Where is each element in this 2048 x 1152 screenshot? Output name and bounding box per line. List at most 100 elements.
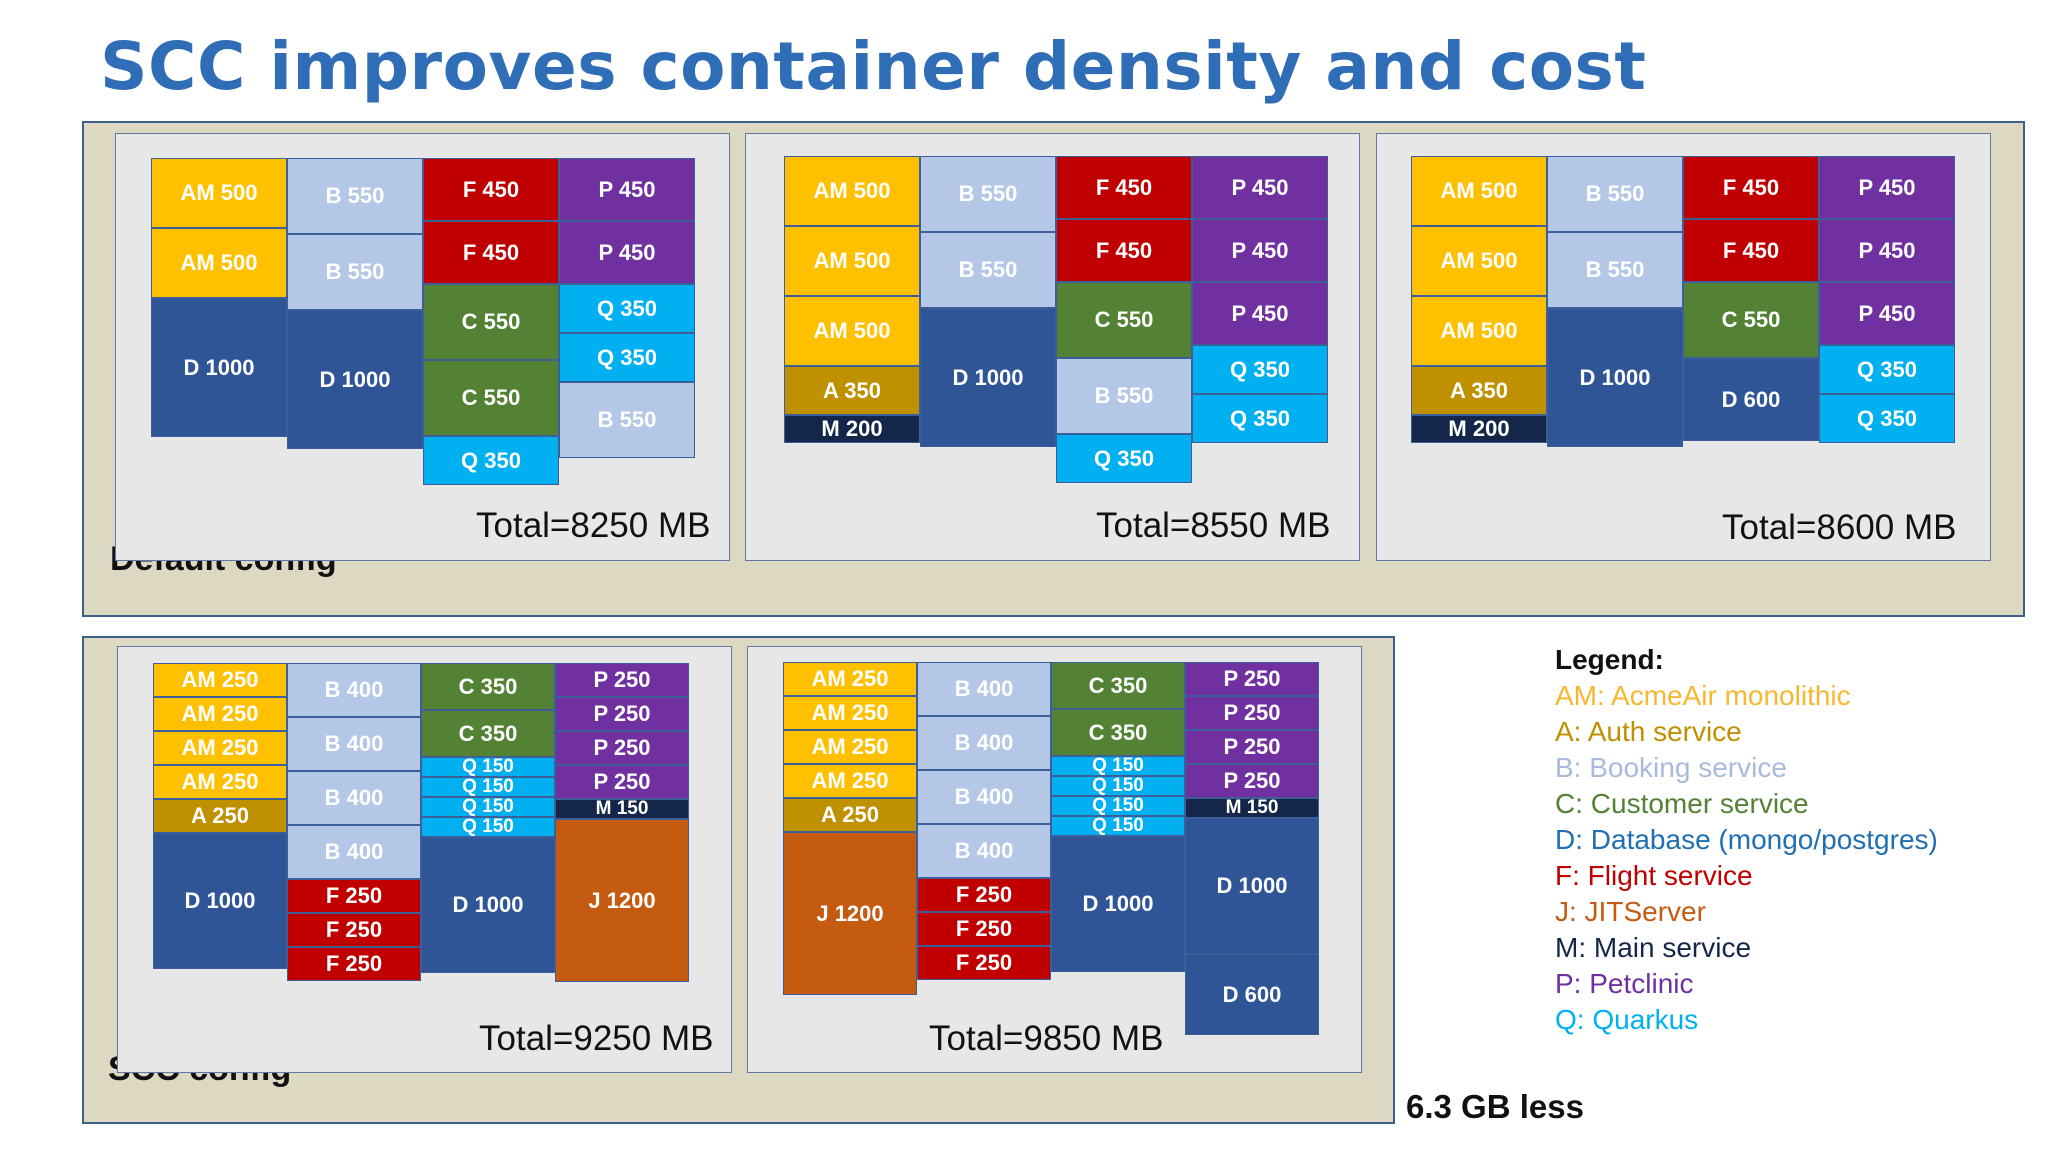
container-block: B 550 <box>287 158 423 234</box>
container-block: F 450 <box>1683 156 1819 219</box>
container-block: P 450 <box>1192 282 1328 345</box>
container-block: P 450 <box>559 158 695 221</box>
container-block: B 400 <box>917 824 1051 878</box>
container-block: B 550 <box>1056 358 1192 434</box>
container-block: AM 250 <box>783 696 917 730</box>
container-block: P 250 <box>555 663 689 697</box>
container-block: M 200 <box>784 415 920 443</box>
legend-item: A: Auth service <box>1555 716 1742 747</box>
container-block: B 550 <box>1547 232 1683 308</box>
container-block: C 550 <box>423 284 559 360</box>
container-block: Q 150 <box>1051 776 1185 796</box>
slide-title: SCC improves container density and cost <box>100 28 1647 105</box>
container-block: B 550 <box>287 234 423 310</box>
container-block: Q 150 <box>421 797 555 817</box>
container-block: AM 500 <box>151 158 287 228</box>
container-block: AM 500 <box>784 226 920 296</box>
container-block: AM 250 <box>783 764 917 798</box>
container-block: Q 150 <box>1051 816 1185 836</box>
container-block: Q 150 <box>421 817 555 837</box>
container-block: F 450 <box>1056 156 1192 219</box>
container-block: A 250 <box>153 799 287 833</box>
container-block: A 250 <box>783 798 917 832</box>
container-block: B 550 <box>920 232 1056 308</box>
container-block: AM 250 <box>153 765 287 799</box>
container-block: AM 500 <box>784 296 920 366</box>
container-block: B 550 <box>559 382 695 458</box>
container-block: F 250 <box>287 947 421 981</box>
container-panel: AM 250 AM 250 AM 250 AM 250 A 250 J 1200 B 400… <box>747 646 1362 1073</box>
container-block: Q 150 <box>421 757 555 777</box>
panel-total: Total=9250 MB <box>479 1019 714 1058</box>
container-block: Q 150 <box>1051 756 1185 776</box>
panel-total: Total=9850 MB <box>929 1019 1164 1058</box>
container-block: F 450 <box>423 221 559 284</box>
legend-item: Q: Quarkus <box>1555 1004 1699 1035</box>
container-block: P 450 <box>1819 156 1955 219</box>
container-block: P 450 <box>1819 282 1955 345</box>
container-block: B 400 <box>287 717 421 771</box>
panel-total: Total=8250 MB <box>476 506 711 545</box>
container-block: M 150 <box>1185 798 1319 818</box>
container-block: F 250 <box>917 912 1051 946</box>
container-block: AM 500 <box>1411 296 1547 366</box>
savings-note: 6.3 GB less <box>1406 1088 1584 1125</box>
container-block: AM 500 <box>151 228 287 298</box>
container-block: D 600 <box>1185 954 1319 1035</box>
container-block: B 550 <box>920 156 1056 232</box>
container-block: D 1000 <box>920 308 1056 447</box>
container-panel: AM 250 AM 250 AM 250 AM 250 A 250 D 1000 B 400… <box>117 646 732 1073</box>
container-block: P 250 <box>1185 662 1319 696</box>
container-block: Q 350 <box>423 436 559 485</box>
container-panel: AM 500 AM 500 AM 500 A 350 M 200 B 550 B 550 D … <box>745 133 1360 561</box>
container-block: Q 350 <box>1192 345 1328 394</box>
container-block: C 350 <box>1051 662 1185 709</box>
container-block: B 400 <box>287 771 421 825</box>
container-block: D 1000 <box>1051 836 1185 972</box>
container-block: C 350 <box>421 663 555 710</box>
container-block: B 400 <box>287 663 421 717</box>
legend-item: J: JITServer <box>1555 896 1706 927</box>
container-block: P 250 <box>1185 730 1319 764</box>
container-block: Q 350 <box>559 284 695 333</box>
container-block: Q 150 <box>1051 796 1185 816</box>
container-panel: AM 500 AM 500 AM 500 A 350 M 200 B 550 B 550 D … <box>1376 133 1991 561</box>
container-block: AM 250 <box>153 697 287 731</box>
container-block: P 250 <box>1185 764 1319 798</box>
container-block: C 350 <box>1051 709 1185 756</box>
legend-item: B: Booking service <box>1555 752 1787 783</box>
container-block: F 250 <box>917 878 1051 912</box>
container-block: P 250 <box>555 731 689 765</box>
container-block: D 1000 <box>287 310 423 449</box>
container-block: Q 350 <box>1819 394 1955 443</box>
container-block: J 1200 <box>555 819 689 982</box>
legend-item: C: Customer service <box>1555 788 1809 819</box>
container-block: AM 250 <box>783 730 917 764</box>
container-block: F 250 <box>287 879 421 913</box>
container-block: F 450 <box>1056 219 1192 282</box>
container-block: AM 500 <box>1411 226 1547 296</box>
container-block: D 1000 <box>421 837 555 973</box>
container-block: D 1000 <box>1547 308 1683 447</box>
container-block: J 1200 <box>783 832 917 995</box>
container-block: D 1000 <box>1185 818 1319 954</box>
legend-item: F: Flight service <box>1555 860 1753 891</box>
container-block: F 250 <box>917 946 1051 980</box>
legend: Legend: AM: AcmeAir monolithic A: Auth se… <box>1555 642 1938 1038</box>
container-block: AM 250 <box>153 731 287 765</box>
legend-title: Legend: <box>1555 644 1664 675</box>
container-block: F 450 <box>1683 219 1819 282</box>
container-block: A 350 <box>784 366 920 415</box>
legend-item: P: Petclinic <box>1555 968 1694 999</box>
container-block: AM 250 <box>153 663 287 697</box>
container-block: D 1000 <box>151 298 287 437</box>
container-block: B 400 <box>917 662 1051 716</box>
legend-items: AM: AcmeAir monolithic A: Auth service B: … <box>1555 678 1938 1038</box>
container-block: P 450 <box>559 221 695 284</box>
container-block: A 350 <box>1411 366 1547 415</box>
container-block: D 600 <box>1683 358 1819 441</box>
container-block: C 550 <box>1056 282 1192 358</box>
container-block: AM 500 <box>784 156 920 226</box>
container-block: P 250 <box>555 765 689 799</box>
panel-total: Total=8550 MB <box>1096 506 1331 545</box>
